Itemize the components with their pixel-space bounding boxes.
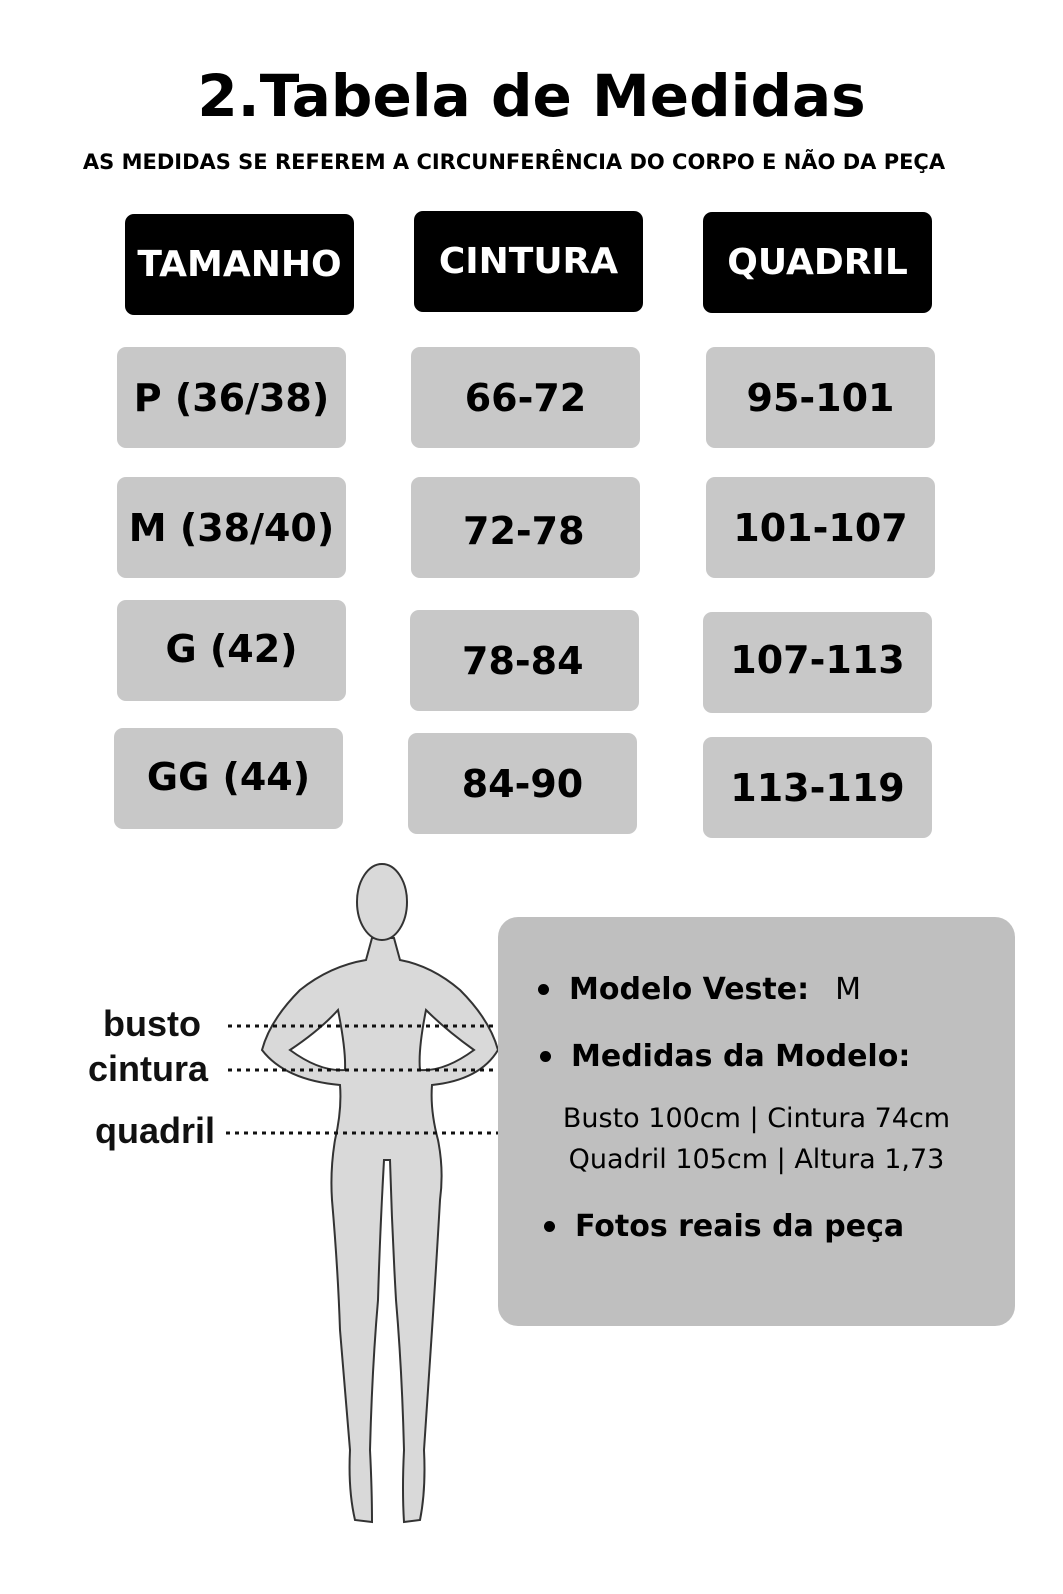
real-photos-label: Fotos reais da peça — [575, 1209, 905, 1244]
model-wears-label: Modelo Veste: — [569, 972, 810, 1007]
page-subtitle: AS MEDIDAS SE REFEREM A CIRCUNFERÊNCIA D… — [82, 150, 946, 174]
cell-waist: 72-78 — [411, 477, 640, 578]
cell-waist: 78-84 — [410, 610, 639, 711]
label-cintura: cintura — [88, 1048, 209, 1089]
model-wears-item: Modelo Veste: M — [538, 972, 861, 1007]
cell-waist: 84-90 — [408, 733, 637, 834]
model-info-box: Modelo Veste: M Medidas da Modelo: Busto… — [498, 917, 1015, 1326]
header-cintura: CINTURA — [414, 211, 643, 312]
label-busto: busto — [103, 1003, 201, 1044]
cell-size: G (42) — [117, 600, 346, 701]
bullet-icon — [540, 1051, 551, 1062]
cell-hip: 107-113 — [703, 612, 932, 713]
right-arm-gap — [418, 1007, 476, 1072]
head — [356, 863, 408, 941]
cell-size: P (36/38) — [117, 347, 346, 448]
measures-line-2: Quadril 105cm | Altura 1,73 — [568, 1144, 945, 1175]
body-outline — [260, 937, 500, 1524]
model-wears-value: M — [835, 972, 861, 1007]
cell-hip: 95-101 — [706, 347, 935, 448]
cell-hip: 101-107 — [706, 477, 935, 578]
bullet-icon — [544, 1221, 555, 1232]
header-tamanho: TAMANHO — [125, 214, 354, 315]
cell-hip: 113-119 — [703, 737, 932, 838]
cell-size: M (38/40) — [117, 477, 346, 578]
label-quadril: quadril — [95, 1110, 216, 1151]
body-silhouette-figure — [226, 863, 500, 1524]
left-arm-gap — [288, 1007, 347, 1072]
cell-size: GG (44) — [114, 728, 343, 829]
bullet-icon — [538, 984, 549, 995]
real-photos-item: Fotos reais da peça — [544, 1209, 904, 1244]
model-measures-item: Medidas da Modelo: — [540, 1039, 910, 1074]
cell-waist: 66-72 — [411, 347, 640, 448]
measures-line-1: Busto 100cm | Cintura 74cm — [562, 1103, 951, 1134]
header-quadril: QUADRIL — [703, 212, 932, 313]
model-measures-label: Medidas da Modelo: — [571, 1039, 911, 1074]
page-title: 2.Tabela de Medidas — [197, 62, 866, 130]
